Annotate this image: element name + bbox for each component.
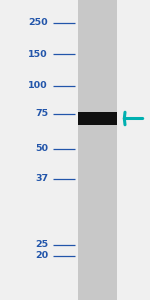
Text: 100: 100 — [28, 81, 48, 90]
Text: 50: 50 — [35, 144, 48, 153]
Text: 25: 25 — [35, 240, 48, 249]
Text: 75: 75 — [35, 110, 48, 118]
Text: 37: 37 — [35, 174, 48, 183]
Text: 20: 20 — [35, 251, 48, 260]
Text: 250: 250 — [28, 18, 48, 27]
Bar — [78, 0, 117, 300]
Text: 150: 150 — [28, 50, 48, 58]
Bar — [78, 112, 117, 125]
